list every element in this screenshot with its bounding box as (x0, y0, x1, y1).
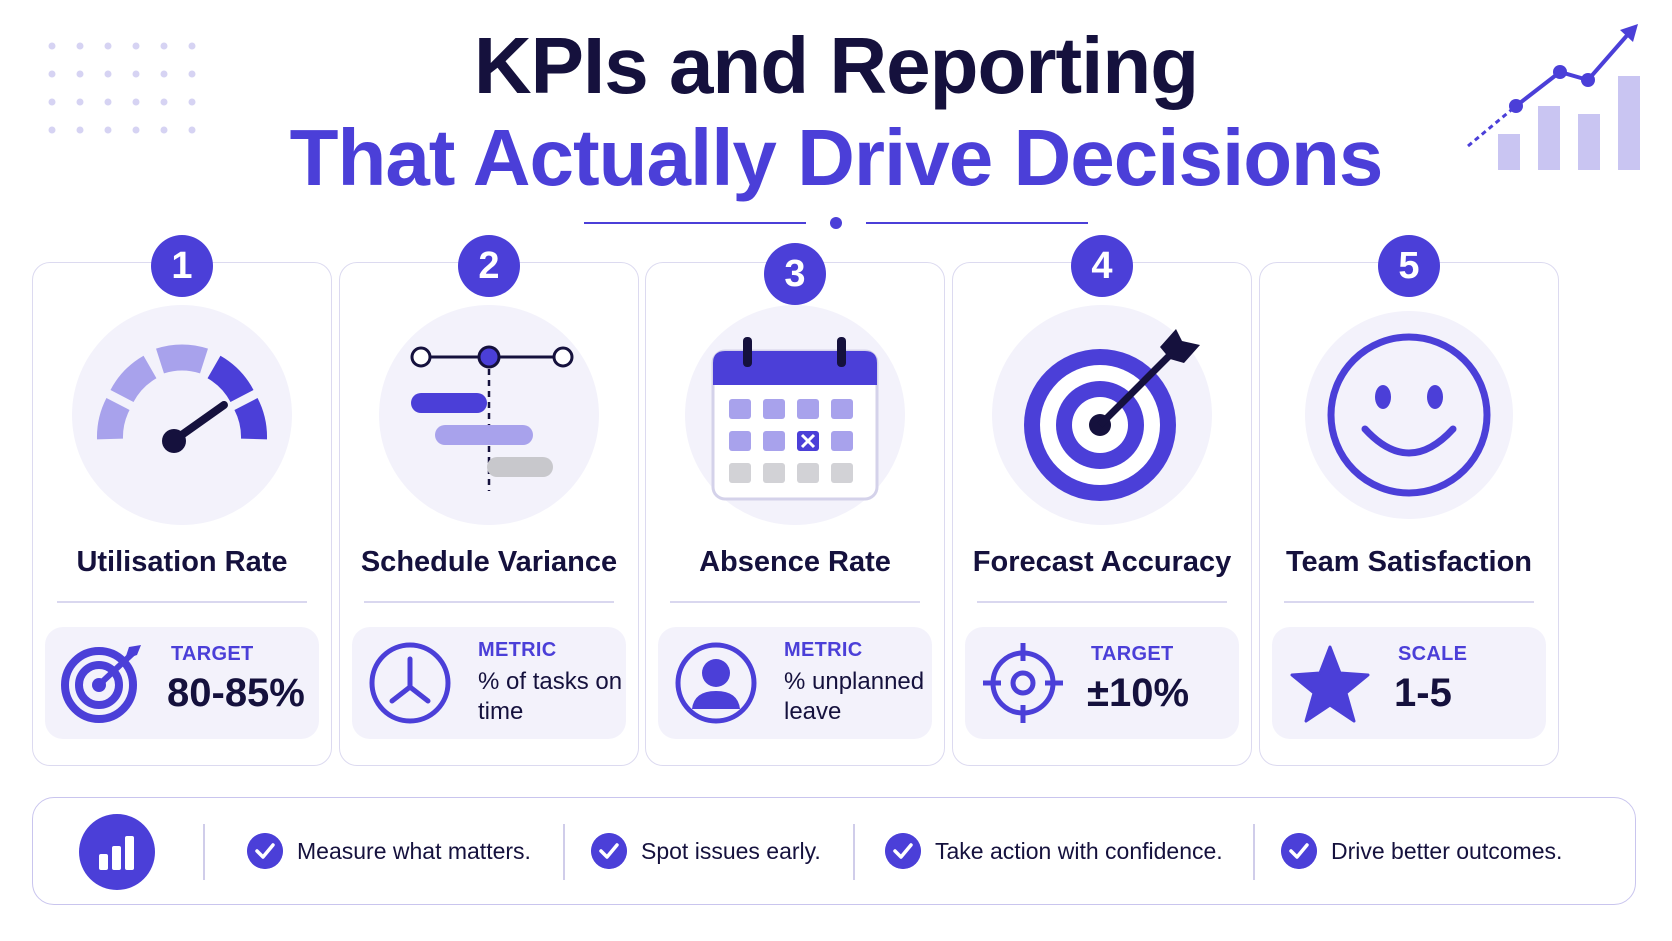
card-divider (670, 601, 920, 603)
footer-item: Take action with confidence. (885, 832, 1223, 870)
card-divider (1284, 601, 1534, 603)
footer-item: Measure what matters. (247, 832, 531, 870)
footer-item-text: Drive better outcomes. (1331, 837, 1563, 864)
stat-label: TARGET (1091, 643, 1174, 665)
kpi-card-absence-rate: 3 Absence Rate METRIC % unplanned leave (645, 243, 945, 766)
footer-item: Spot issues early. (591, 832, 821, 870)
target-icon (61, 645, 141, 723)
kpi-card-schedule-variance: 2 Schedule Variance METRIC % of tasks on… (339, 235, 639, 766)
card-number-badge: 1 (151, 235, 213, 297)
card-divider (57, 601, 307, 603)
trend-chart-decoration (1467, 24, 1640, 170)
stat-label: SCALE (1398, 643, 1468, 665)
kpi-stat-box: TARGET ±10% (965, 627, 1239, 739)
kpi-stat-box: TARGET 80-85% (45, 627, 319, 739)
footer-separator (203, 824, 205, 880)
kpi-card-utilisation-rate: 1 Utilisation Rate TARGET 80-85% (32, 235, 332, 766)
bar-chart-icon (79, 814, 155, 890)
footer-item: Drive better outcomes. (1281, 832, 1562, 870)
smiley-icon (1305, 311, 1513, 519)
stat-label: TARGET (171, 643, 254, 665)
page-subtitle: That Actually Drive Decisions (289, 113, 1384, 202)
card-number-badge: 2 (458, 235, 520, 297)
card-divider (364, 601, 614, 603)
footer-separator (563, 824, 565, 880)
card-divider (977, 601, 1227, 603)
check-circle-icon (885, 833, 921, 869)
gauge-icon (72, 305, 292, 525)
kpi-title: Schedule Variance (360, 546, 618, 578)
kpi-card-forecast-accuracy: 4 Forecast Accuracy TARGET ±10% (952, 235, 1252, 766)
footer-separator (1253, 824, 1255, 880)
kpi-stat-box: METRIC % of tasks on time (352, 627, 626, 739)
clock-icon (369, 642, 451, 724)
gantt-timeline-icon (379, 305, 599, 525)
calendar-icon (685, 305, 905, 525)
kpi-card-team-satisfaction: 5 Team Satisfaction SCALE 1-5 (1259, 235, 1559, 766)
kpi-title: Utilisation Rate (76, 546, 288, 578)
stat-label: METRIC (784, 639, 863, 661)
stat-value: ±10% (1087, 671, 1190, 715)
footer-item-text: Spot issues early. (641, 837, 821, 864)
check-circle-icon (247, 833, 283, 869)
user-icon (675, 642, 757, 724)
page-title: KPIs and Reporting (473, 21, 1199, 110)
footer-banner: Measure what matters. Spot issues early.… (32, 797, 1636, 905)
card-number-badge: 5 (1378, 235, 1440, 297)
footer-item-text: Measure what matters. (297, 837, 531, 864)
stat-label: METRIC (478, 639, 557, 661)
crosshair-icon (983, 643, 1063, 723)
stat-value: 1-5 (1394, 671, 1452, 715)
kpi-stat-box: SCALE 1-5 (1272, 627, 1546, 739)
stat-value: % unplanned leave (784, 668, 925, 725)
bullseye-arrow-icon (992, 305, 1212, 525)
stat-value: % of tasks on time (478, 668, 623, 725)
title-divider (584, 217, 1088, 229)
card-number-badge: 4 (1071, 235, 1133, 297)
kpi-title: Forecast Accuracy (972, 546, 1232, 578)
check-circle-icon (1281, 833, 1317, 869)
footer-separator (853, 824, 855, 880)
check-circle-icon (591, 833, 627, 869)
footer-item-text: Take action with confidence. (935, 837, 1223, 864)
kpi-title: Absence Rate (699, 546, 891, 578)
star-icon (1290, 645, 1370, 723)
dot-grid-decoration (48, 42, 196, 134)
kpi-stat-box: METRIC % unplanned leave (658, 627, 932, 739)
card-number-badge: 3 (764, 243, 826, 305)
kpi-title: Team Satisfaction (1285, 546, 1533, 578)
stat-value: 80-85% (167, 671, 305, 715)
